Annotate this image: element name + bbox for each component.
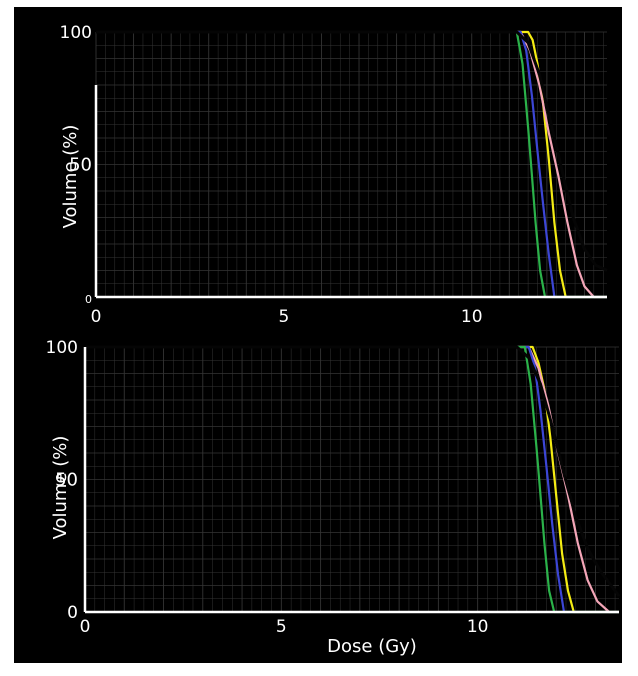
series-line: [85, 345, 619, 614]
x-tick-label: 0: [91, 307, 102, 327]
y-tick-label: 0: [67, 603, 78, 623]
x-tick-label: 5: [276, 617, 287, 637]
tick-labels-bottom: 0 5 10 0 50 100: [46, 338, 489, 637]
axes-top: [94, 85, 607, 299]
series-line: [96, 30, 608, 272]
dvh-chart-top: 0 5 10 0 50 100 Volume (%): [14, 7, 622, 332]
y-tick-label: 50: [55, 470, 78, 491]
series-line: [96, 30, 607, 299]
series-line: [85, 345, 619, 614]
dvh-chart-bottom: 0 5 10 0 50 100 Volume (%) Dose (Gy): [14, 332, 622, 663]
series-line: [96, 30, 607, 299]
chart-svg-bottom: 0 5 10 0 50 100 Volume (%) Dose (Gy): [46, 338, 621, 657]
y-tick-label: 0: [85, 293, 92, 306]
x-axis-title-bottom: Dose (Gy): [327, 636, 417, 657]
series-line: [96, 30, 607, 299]
y-tick-label: 100: [60, 23, 92, 43]
chart-svg-top: 0 5 10 0 50 100 Volume (%): [60, 23, 608, 327]
tick-labels-top: 0 5 10 0 50 100: [60, 23, 483, 327]
y-tick-label: 100: [46, 338, 78, 358]
y-tick-label: 50: [69, 155, 92, 176]
series-line: [85, 345, 621, 597]
x-tick-label: 10: [461, 307, 483, 327]
dvh-figure: [14, 7, 622, 663]
series-line: [85, 345, 619, 614]
series-line: [85, 345, 619, 614]
grid-top: [95, 31, 607, 298]
y-axis-title-top: Volume (%): [60, 125, 81, 229]
series-top: [96, 30, 608, 299]
axes-bottom: [83, 347, 619, 614]
x-tick-label: 5: [278, 307, 289, 327]
x-tick-label: 10: [467, 617, 489, 637]
x-tick-label: 0: [80, 617, 91, 637]
series-bottom: [85, 345, 621, 614]
y-axis-title-bottom: Volume (%): [50, 436, 71, 540]
